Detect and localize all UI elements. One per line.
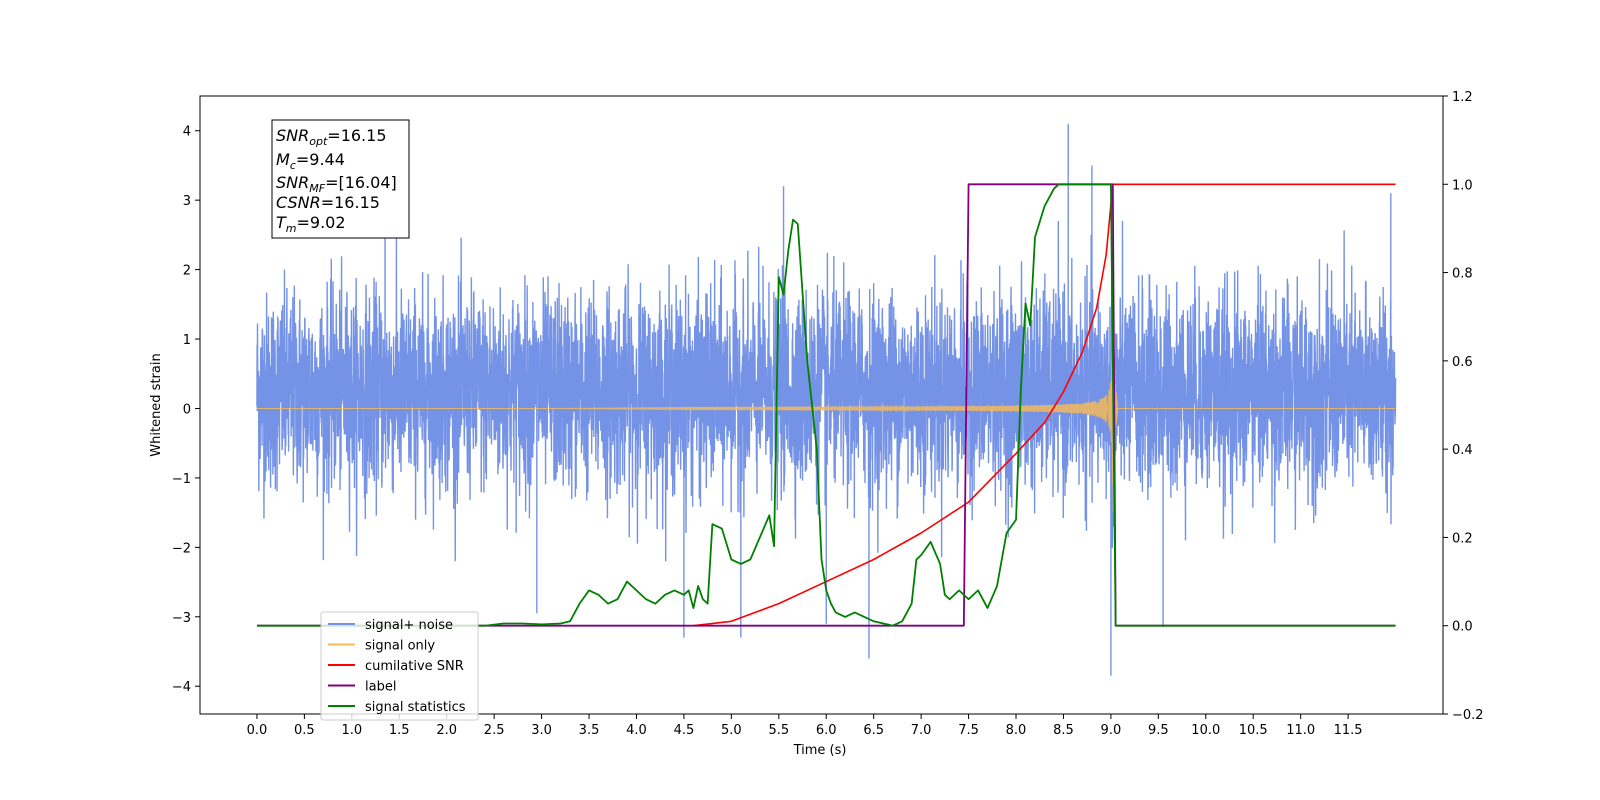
- plot-frame: [199, 95, 1444, 715]
- series-cumulative-snr: [693, 183, 1396, 627]
- x-tick-label: 0.0: [247, 723, 268, 738]
- series-signal-statistics: [256, 183, 1396, 627]
- legend-label: label: [365, 680, 396, 695]
- x-tick-label: 8.0: [1006, 723, 1027, 738]
- info-snr-opt: SNRopt=16.15: [276, 126, 387, 148]
- x-tick-label: 6.0: [816, 723, 837, 738]
- y-left-tick-label: −3: [172, 611, 191, 626]
- info-csnr: CSNR=16.15: [276, 193, 380, 212]
- y-right-tick-label: 0.6: [1452, 355, 1473, 370]
- legend: signal+ noise signal only cumilative SNR la…: [320, 611, 479, 721]
- info-snr-mf: SNRMF=[16.04]: [276, 173, 397, 195]
- x-tick-label: 1.5: [389, 723, 410, 738]
- x-tick-label: 7.5: [958, 723, 979, 738]
- legend-label: cumilative SNR: [365, 659, 464, 674]
- y-right-tick-label: 1.2: [1452, 90, 1473, 105]
- x-tick-label: 6.5: [863, 723, 884, 738]
- y-axis-left-title: Whitened strain: [149, 353, 164, 456]
- x-tick-label: 3.5: [579, 723, 600, 738]
- y-left-tick-label: 0: [183, 402, 191, 417]
- y-left-tick-label: −4: [172, 680, 191, 695]
- y-axis-right: −0.2 0.0 0.2 0.4 0.6 0.8 1.0 1.2: [1443, 90, 1484, 723]
- info-box: SNRopt=16.15 Mc=9.44 SNRMF=[16.04] CSNR=…: [271, 119, 410, 239]
- x-tick-label: 10.5: [1239, 723, 1268, 738]
- y-right-tick-label: −0.2: [1452, 708, 1484, 723]
- y-left-tick-label: 3: [183, 194, 191, 209]
- x-tick-label: 4.5: [674, 723, 695, 738]
- y-left-tick-label: −2: [172, 541, 191, 556]
- y-left-tick-label: 2: [183, 264, 191, 279]
- y-right-tick-label: 0.2: [1452, 531, 1473, 546]
- y-axis-left: −4 −3 −2 −1 0 1 2 3 4: [172, 125, 200, 695]
- info-mc: Mc=9.44: [276, 150, 345, 172]
- series-signal-only: [256, 280, 1396, 513]
- info-tm: Tm=9.02: [276, 213, 346, 235]
- x-tick-label: 11.0: [1286, 723, 1315, 738]
- x-tick-label: 5.0: [721, 723, 742, 738]
- x-axis-title: Time (s): [793, 743, 847, 758]
- x-tick-label: 1.0: [341, 723, 362, 738]
- x-tick-label: 4.0: [626, 723, 647, 738]
- series-layer: [256, 123, 1397, 676]
- x-tick-label: 10.0: [1191, 723, 1220, 738]
- x-tick-label: 8.5: [1053, 723, 1074, 738]
- x-tick-label: 11.5: [1334, 723, 1363, 738]
- legend-label: signal only: [365, 639, 435, 654]
- x-tick-label: 0.5: [294, 723, 315, 738]
- y-left-tick-label: 4: [183, 125, 191, 140]
- x-axis: 0.0 0.5 1.0 1.5 2.0 2.5 3.0 3.5 4.0 4.5 5.0 5.5 6.0 6…: [247, 714, 1363, 738]
- legend-label: signal statistics: [365, 700, 466, 715]
- y-right-tick-label: 0.4: [1452, 443, 1473, 458]
- x-tick-label: 3.0: [531, 723, 552, 738]
- x-tick-label: 9.5: [1148, 723, 1169, 738]
- x-tick-label: 5.5: [768, 723, 789, 738]
- legend-label: signal+ noise: [365, 618, 453, 633]
- x-tick-label: 7.0: [911, 723, 932, 738]
- x-tick-label: 2.5: [484, 723, 505, 738]
- y-left-tick-label: −1: [172, 472, 191, 487]
- y-right-tick-label: 0.8: [1452, 267, 1473, 282]
- y-right-tick-label: 0.0: [1452, 620, 1473, 635]
- x-tick-label: 9.0: [1101, 723, 1122, 738]
- y-left-tick-label: 1: [183, 333, 191, 348]
- y-right-tick-label: 1.0: [1452, 178, 1473, 193]
- x-tick-label: 2.0: [436, 723, 457, 738]
